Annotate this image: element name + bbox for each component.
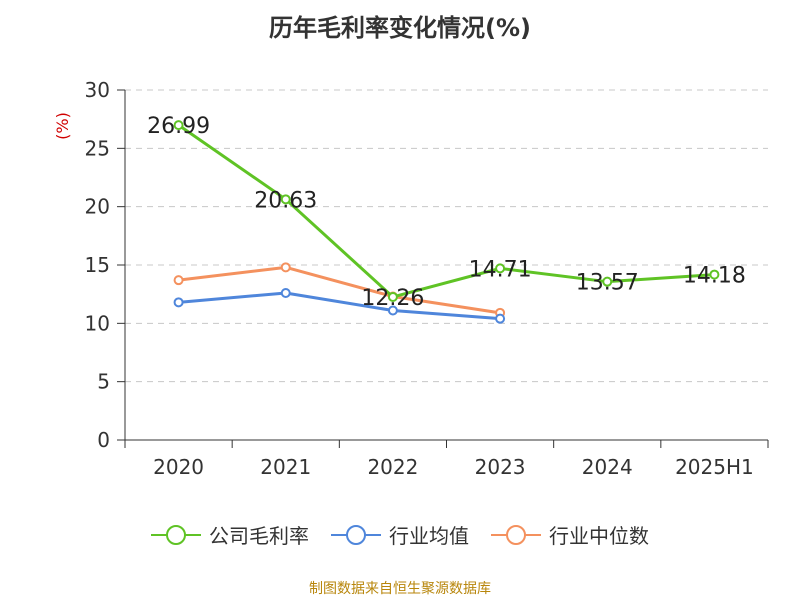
x-tick-label: 2025H1: [675, 455, 754, 479]
data-point: [709, 269, 720, 280]
data-point: [280, 262, 291, 273]
legend-marker-icon: [151, 524, 201, 545]
x-tick-label: 2021: [260, 455, 311, 479]
data-label: 26.99: [147, 114, 210, 139]
data-point: [495, 313, 506, 324]
y-tick-label: 5: [97, 370, 110, 394]
data-label: 14.71: [469, 257, 532, 282]
data-point: [173, 120, 184, 131]
data-point: [173, 297, 184, 308]
data-label: 14.18: [683, 264, 746, 289]
data-label: 20.63: [254, 188, 317, 213]
x-tick-label: 2024: [582, 455, 633, 479]
legend-item[interactable]: 行业均值: [331, 520, 469, 549]
y-axis-label: (%): [53, 112, 72, 140]
y-tick-label: 15: [85, 253, 110, 277]
data-point: [173, 275, 184, 286]
data-point: [495, 263, 506, 274]
data-point: [280, 194, 291, 205]
series-line: [178, 291, 501, 321]
data-source-note: 制图数据来自恒生聚源数据库: [309, 581, 491, 597]
series-line: [177, 123, 715, 299]
y-tick-label: 30: [85, 78, 110, 102]
data-label: 12.26: [361, 286, 424, 311]
chart-legend: 公司毛利率 行业均值 行业中位数: [0, 520, 800, 549]
chart-title: 历年毛利率变化情况(%): [269, 14, 531, 42]
legend-marker-icon: [331, 524, 381, 545]
y-tick-label: 10: [85, 311, 110, 335]
x-tick-label: 2020: [153, 455, 204, 479]
legend-label: 行业均值: [389, 524, 469, 548]
x-tick-label: 2022: [367, 455, 418, 479]
legend-label: 行业中位数: [549, 524, 649, 548]
data-label: 13.57: [576, 271, 639, 296]
y-tick-label: 0: [97, 428, 110, 452]
y-tick-label: 20: [85, 195, 110, 219]
data-point: [602, 276, 613, 287]
data-point: [387, 305, 398, 316]
legend-item[interactable]: 公司毛利率: [151, 520, 309, 549]
data-point: [387, 291, 398, 302]
data-point: [280, 288, 291, 298]
legend-marker-icon: [491, 524, 541, 545]
legend-item[interactable]: 行业中位数: [491, 520, 649, 549]
series-line: [178, 265, 501, 315]
legend-label: 公司毛利率: [209, 524, 309, 548]
y-tick-label: 25: [85, 136, 110, 160]
x-tick-label: 2023: [475, 455, 526, 479]
